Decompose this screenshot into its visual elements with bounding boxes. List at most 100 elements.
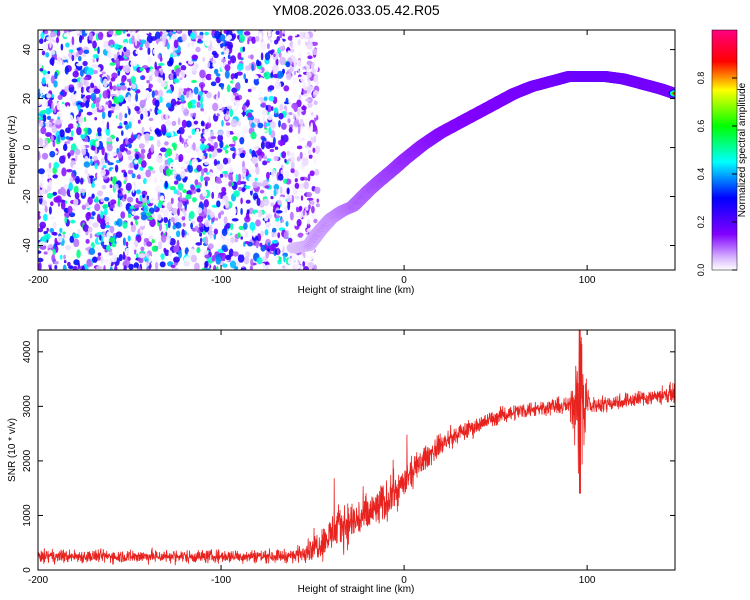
heatmap-cell: [131, 84, 137, 90]
heatmap-cell: [299, 31, 305, 40]
heatmap-cell: [73, 122, 78, 128]
heatmap-cell: [315, 203, 320, 208]
heatmap-cell: [61, 222, 66, 230]
heatmap-cell: [101, 185, 107, 190]
heatmap-cell: [88, 87, 95, 93]
heatmap-cell: [146, 241, 153, 247]
heatmap-cell: [77, 55, 82, 62]
heatmap-cell: [94, 203, 101, 212]
heatmap-cell: [298, 50, 303, 59]
heatmap-cell: [140, 246, 145, 252]
heatmap-cell: [267, 242, 271, 247]
heatmap-cell: [237, 52, 242, 60]
heatmap-cell: [52, 174, 58, 179]
heatmap-cell: [291, 255, 298, 262]
heatmap-cell: [82, 60, 88, 67]
heatmap-cell: [120, 211, 126, 219]
heatmap-cell: [38, 138, 44, 146]
heatmap-cell: [47, 80, 52, 88]
heatmap-cell: [282, 186, 286, 196]
heatmap-cell: [116, 218, 123, 227]
heatmap-cell: [187, 24, 194, 27]
heatmap-cell: [216, 200, 221, 208]
heatmap-cell: [252, 144, 259, 151]
heatmap-cell: [313, 135, 317, 143]
heatmap-cell: [38, 250, 42, 254]
heatmap-cell: [90, 82, 95, 89]
heatmap-cell: [268, 95, 275, 102]
heatmap-cell: [100, 197, 105, 203]
heatmap-cell: [92, 222, 99, 228]
heatmap-cell: [38, 168, 45, 175]
heatmap-cell: [178, 249, 183, 259]
heatmap-cell: [204, 31, 209, 36]
heatmap-cell: [43, 251, 48, 255]
heatmap-cell: [125, 137, 128, 145]
heatmap-cell: [302, 90, 307, 94]
heatmap-cell: [77, 228, 81, 235]
heatmap-cell: [299, 151, 303, 160]
heatmap-cell: [249, 265, 253, 270]
heatmap-cell: [86, 111, 93, 116]
heatmap-cell: [284, 158, 287, 163]
colorbar-tick-label: 0.8: [696, 72, 706, 85]
heatmap-cell: [219, 140, 224, 149]
heatmap-cell: [113, 96, 117, 104]
heatmap-cell: [167, 60, 173, 67]
heatmap-cell: [203, 152, 208, 157]
heatmap-cell: [244, 185, 251, 190]
heatmap-cell: [157, 77, 163, 83]
heatmap-cell: [205, 73, 213, 81]
heatmap-cell: [165, 113, 169, 120]
heatmap-cell: [264, 229, 269, 236]
heatmap-cell: [126, 150, 132, 155]
heatmap-cell: [128, 108, 131, 116]
heatmap-cell: [110, 123, 114, 132]
heatmap-cell: [44, 138, 49, 147]
heatmap-cell: [255, 30, 260, 33]
heatmap-cell: [98, 105, 103, 111]
heatmap-cell: [302, 261, 306, 267]
heatmap-cell: [39, 212, 43, 217]
heatmap-cell: [234, 238, 239, 243]
heatmap-cell: [307, 55, 313, 60]
heatmap-cell: [151, 239, 155, 244]
heatmap-cell: [253, 75, 259, 80]
heatmap-cell: [160, 234, 167, 243]
heatmap-cell: [153, 176, 158, 184]
heatmap-cell: [269, 148, 275, 153]
heatmap-cell: [211, 255, 216, 262]
heatmap-cell: [212, 63, 217, 68]
heatmap-cell: [49, 228, 54, 233]
heatmap-cell: [274, 146, 279, 150]
heatmap-cell: [66, 169, 73, 173]
heatmap-cell: [202, 57, 205, 62]
heatmap-cell: [224, 64, 231, 72]
heatmap-cell: [229, 260, 237, 269]
heatmap-cell: [287, 50, 291, 58]
heatmap-cell: [201, 267, 207, 270]
heatmap-cell: [222, 157, 229, 165]
heatmap-cell: [242, 46, 246, 52]
heatmap-cell: [60, 201, 66, 210]
heatmap-cell: [298, 183, 305, 189]
heatmap-cell: [182, 207, 185, 215]
heatmap-cell: [165, 168, 172, 177]
heatmap-cell: [246, 209, 250, 215]
y-tick-label: 0: [22, 144, 33, 150]
heatmap-cell: [249, 148, 252, 154]
heatmap-cell: [49, 216, 56, 220]
heatmap-cell: [127, 87, 131, 92]
heatmap-cell: [249, 169, 255, 174]
heatmap-cell: [44, 30, 49, 35]
heatmap-cell: [238, 225, 244, 231]
heatmap-cell: [222, 170, 229, 175]
heatmap-cell: [285, 73, 292, 81]
heatmap-cell: [154, 128, 160, 135]
heatmap-cell: [122, 188, 129, 196]
heatmap-cell: [100, 169, 106, 176]
heatmap-cell: [273, 53, 276, 57]
heatmap-cell: [59, 129, 65, 138]
heatmap-cell: [228, 143, 236, 147]
heatmap-cell: [74, 148, 81, 156]
